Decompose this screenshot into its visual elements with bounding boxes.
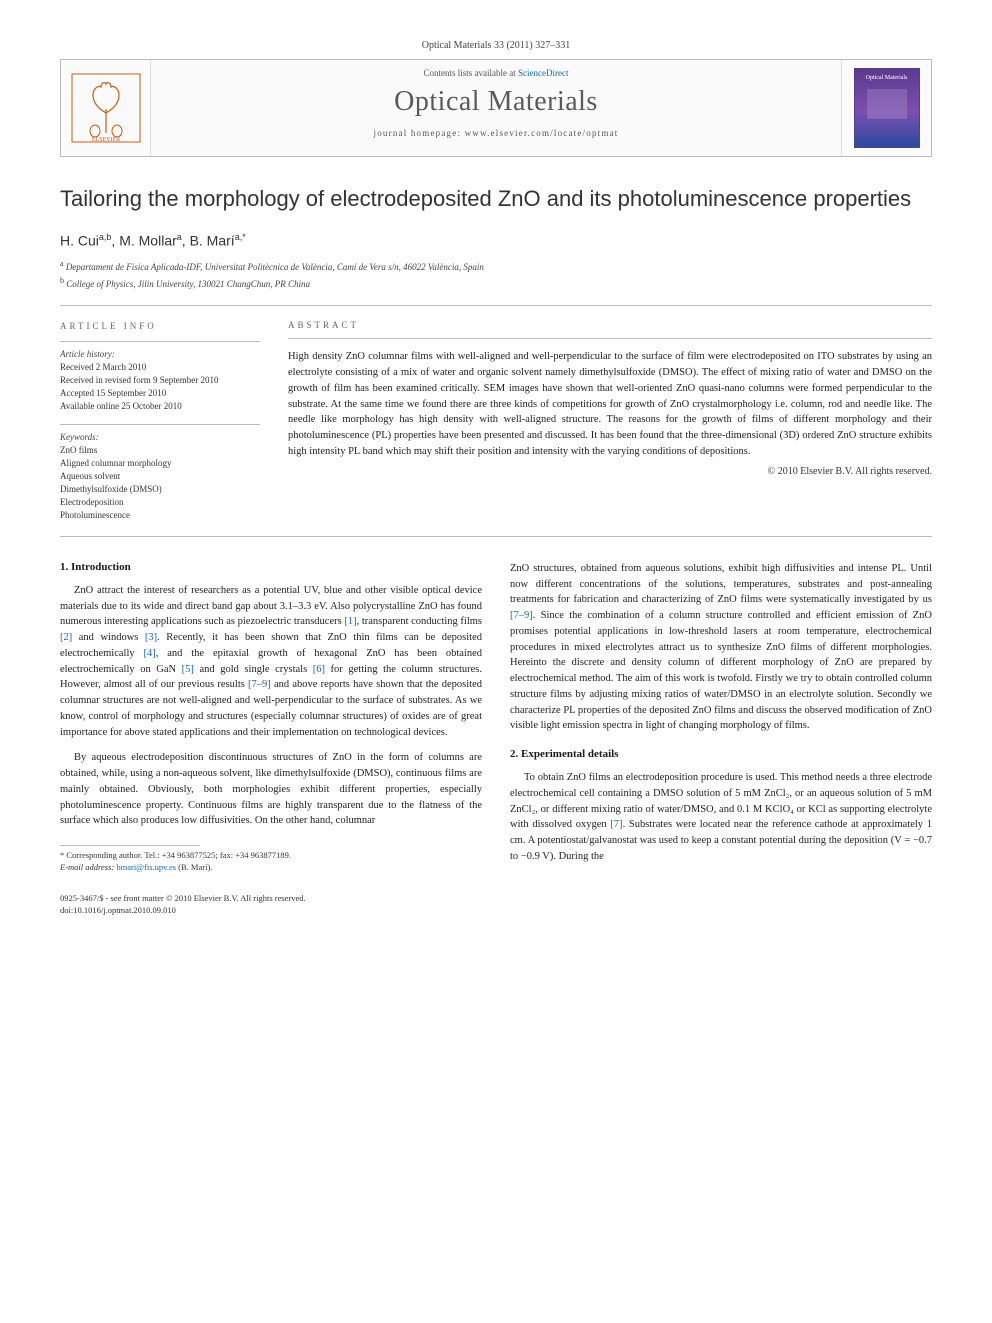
body-col-left: 1. Introduction ZnO attract the interest… [60,561,482,875]
rule-abs [288,338,932,339]
journal-name: Optical Materials [151,86,841,118]
article-title: Tailoring the morphology of electrodepos… [60,185,932,214]
author-1: H. Cui [60,232,99,248]
footer-line-1: 0925-3467/$ - see front matter © 2010 El… [60,893,932,905]
ref-6[interactable]: [6] [313,664,325,675]
corresponding-author: * Corresponding author. Tel.: +34 963877… [60,850,482,874]
ref-7-9a[interactable]: [7–9] [248,679,271,690]
page-footer: 0925-3467/$ - see front matter © 2010 El… [60,893,932,917]
s1-para-3: ZnO structures, obtained from aqueous so… [510,561,932,734]
history-head: Article history: [60,348,260,361]
journal-homepage-line: journal homepage: www.elsevier.com/locat… [151,128,841,138]
info-abstract-row: ARTICLE INFO Article history: Received 2… [60,320,932,522]
s1-para-2: By aqueous electrodeposition discontinuo… [60,750,482,829]
contents-lists-line: Contents lists available at ScienceDirec… [151,68,841,78]
journal-cover-box: Optical Materials [841,60,931,156]
affiliations: a Departament de Física Aplicada-IDF, Un… [60,258,932,291]
keywords-head: Keywords: [60,431,260,444]
corr-email-link[interactable]: bmari@fis.upv.es [116,862,176,872]
author-1-marks: a,b [99,232,112,242]
author-3: B. Marí [190,232,235,248]
title-block: Tailoring the morphology of electrodepos… [60,185,932,214]
kw-4: Dimethylsulfoxide (DMSO) [60,483,260,496]
ref-5[interactable]: [5] [182,664,194,675]
section-1-title: 1. Introduction [60,561,482,573]
journal-cover-thumb-icon: Optical Materials [854,68,920,148]
author-2: M. Mollar [119,232,177,248]
abstract-col: ABSTRACT High density ZnO columnar films… [288,320,932,522]
s1p3b: . Since the combination of a column stru… [510,610,932,731]
body-col-right: ZnO structures, obtained from aqueous so… [510,561,932,875]
kw-6: Photoluminescence [60,509,260,522]
s1p1c: and windows [72,632,145,643]
elsevier-tree-logo-icon: ELSEVIER [71,73,141,143]
affiliation-a: a Departament de Física Aplicada-IDF, Un… [60,258,932,275]
svg-text:ELSEVIER: ELSEVIER [91,137,119,143]
s1-para-1: ZnO attract the interest of researchers … [60,583,482,741]
rule-info-1 [60,341,260,342]
aff-a-mark: a [60,259,64,268]
contents-prefix: Contents lists available at [424,68,518,78]
ref-3[interactable]: [3] [145,632,157,643]
aff-b-text: College of Physics, Jilin University, 13… [66,279,310,289]
corr-email-label: E-mail address: [60,862,116,872]
ref-7[interactable]: [7] [610,819,622,830]
publisher-logo-box: ELSEVIER [61,60,151,156]
kw-3: Aqueous solvent [60,470,260,483]
cover-label: Optical Materials [866,75,908,81]
header-center: Contents lists available at ScienceDirec… [151,60,841,156]
body-columns: 1. Introduction ZnO attract the interest… [60,561,932,875]
kw-5: Electrodeposition [60,496,260,509]
affiliation-b: b College of Physics, Jilin University, … [60,275,932,292]
footer-line-2: doi:10.1016/j.optmat.2010.09.010 [60,905,932,917]
abstract-label: ABSTRACT [288,320,932,330]
aff-b-mark: b [60,276,64,285]
abstract-copyright: © 2010 Elsevier B.V. All rights reserved… [288,466,932,477]
sciencedirect-link[interactable]: ScienceDirect [518,68,568,78]
rule-top [60,305,932,306]
citation-bar: Optical Materials 33 (2011) 327–331 [60,40,932,51]
history-4: Available online 25 October 2010 [60,400,260,413]
corr-line-2: E-mail address: bmari@fis.upv.es (B. Mar… [60,862,482,874]
abstract-text: High density ZnO columnar films with wel… [288,349,932,459]
rule-bottom [60,536,932,537]
footnote-rule [60,845,200,846]
s1p3a: ZnO structures, obtained from aqueous so… [510,563,932,606]
kw-2: Aligned columnar morphology [60,457,260,470]
authors-line: H. Cuia,b, M. Mollara, B. María,* [60,232,932,249]
cover-art-placeholder [867,89,907,119]
corr-line-1: * Corresponding author. Tel.: +34 963877… [60,850,482,862]
ref-1[interactable]: [1] [344,616,356,627]
ref-2[interactable]: [2] [60,632,72,643]
history-3: Accepted 15 September 2010 [60,387,260,400]
ref-4[interactable]: [4] [144,648,156,659]
ref-7-9b[interactable]: [7–9] [510,610,533,621]
section-2-title: 2. Experimental details [510,748,932,760]
s2-para-1: To obtain ZnO films an electrodeposition… [510,770,932,865]
author-3-marks: a,* [235,232,246,242]
author-2-marks: a [177,232,182,242]
article-info-label: ARTICLE INFO [60,320,260,333]
article-info-col: ARTICLE INFO Article history: Received 2… [60,320,260,522]
s1p1b: , transparent conducting films [357,616,482,627]
journal-header: ELSEVIER Contents lists available at Sci… [60,59,932,157]
kw-1: ZnO films [60,444,260,457]
history-2: Received in revised form 9 September 201… [60,374,260,387]
corr-email-tail: (B. Marí). [176,862,212,872]
rule-info-2 [60,424,260,425]
history-1: Received 2 March 2010 [60,361,260,374]
aff-a-text: Departament de Física Aplicada-IDF, Univ… [66,262,484,272]
s1p1f: and gold single crystals [194,664,313,675]
